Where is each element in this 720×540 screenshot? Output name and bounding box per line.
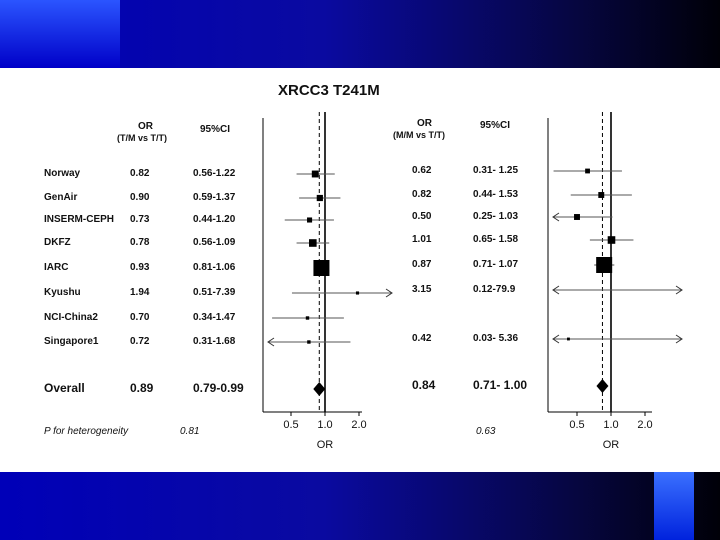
- chart-title: XRCC3 T241M: [278, 82, 380, 99]
- study-or-value: 0.73: [130, 214, 150, 225]
- left-or-header: OR: [138, 121, 153, 132]
- overall-ci-value: 0.79-0.99: [193, 381, 244, 395]
- study-point: [567, 337, 570, 341]
- study-point: [313, 260, 330, 276]
- x-tick-label: 2.0: [637, 419, 652, 431]
- overall-diamond: [313, 382, 326, 396]
- study-name: Kyushu: [44, 287, 81, 298]
- study-ci-value: 0.71- 1.07: [473, 259, 519, 270]
- right-or-subheader: (M/M vs T/T): [393, 130, 445, 140]
- ci-arrow-left: [267, 337, 275, 347]
- study-ci-value: 0.56-1.22: [193, 168, 236, 179]
- x-axis-label: OR: [317, 439, 334, 451]
- study-name: NCI-China2: [44, 312, 98, 323]
- study-name: IARC: [44, 262, 69, 273]
- study-point: [598, 192, 605, 198]
- heterogeneity-right-value: 0.63: [476, 426, 496, 437]
- overall-diamond: [596, 379, 609, 393]
- x-axis-label: OR: [603, 439, 620, 451]
- ci-arrow-left: [552, 285, 560, 295]
- study-or-value: 1.01: [412, 234, 432, 245]
- study-or-value: 0.93: [130, 262, 150, 273]
- study-or-value: 0.90: [130, 192, 150, 203]
- overall-or-value: 0.89: [130, 381, 154, 395]
- overall-ci-value: 0.71- 1.00: [473, 378, 528, 392]
- study-name: GenAir: [44, 192, 78, 203]
- study-ci-value: 0.59-1.37: [193, 192, 236, 203]
- study-ci-value: 0.65- 1.58: [473, 234, 519, 245]
- ci-arrow-right: [675, 334, 683, 344]
- left-or-subheader: (T/M vs T/T): [117, 133, 167, 143]
- left-ci-header: 95%CI: [200, 124, 231, 135]
- study-ci-value: 0.25- 1.03: [473, 211, 519, 222]
- study-or-value: 0.42: [412, 333, 432, 344]
- heterogeneity-left-value: 0.81: [180, 426, 200, 437]
- ci-arrow-left: [552, 334, 560, 344]
- study-point: [574, 214, 580, 220]
- ci-arrow-left: [552, 212, 560, 222]
- study-name: Norway: [44, 168, 81, 179]
- study-point: [355, 291, 360, 295]
- study-name: DKFZ: [44, 237, 71, 248]
- study-point: [309, 239, 317, 247]
- study-ci-value: 0.44-1.20: [193, 214, 236, 225]
- study-ci-value: 0.51-7.39: [193, 287, 236, 298]
- study-or-value: 0.82: [412, 189, 432, 200]
- right-ci-header: 95%CI: [480, 120, 511, 131]
- x-tick-label: 0.5: [283, 419, 298, 431]
- study-name: Singapore1: [44, 336, 99, 347]
- study-point: [596, 257, 613, 273]
- study-point: [316, 194, 323, 202]
- study-or-value: 3.15: [412, 284, 432, 295]
- study-point: [585, 168, 590, 174]
- study-ci-value: 0.31-1.68: [193, 336, 236, 347]
- overall-label: Overall: [44, 381, 85, 395]
- study-or-value: 0.82: [130, 168, 150, 179]
- header-band: [0, 0, 720, 68]
- study-or-value: 0.72: [130, 336, 150, 347]
- study-point: [311, 170, 319, 178]
- x-tick-label: 1.0: [603, 419, 618, 431]
- header-accent: [0, 0, 120, 68]
- study-ci-value: 0.03- 5.36: [473, 333, 519, 344]
- study-point: [305, 316, 310, 320]
- study-or-value: 0.50: [412, 211, 432, 222]
- heterogeneity-label: P for heterogeneity: [44, 426, 129, 437]
- study-point: [307, 217, 313, 223]
- right-or-header: OR: [417, 118, 432, 129]
- study-name: INSERM-CEPH: [44, 214, 115, 225]
- study-or-value: 0.87: [412, 259, 432, 270]
- footer-accent: [654, 472, 694, 540]
- study-ci-value: 0.44- 1.53: [473, 189, 519, 200]
- study-ci-value: 0.12-79.9: [473, 284, 516, 295]
- study-ci-value: 0.56-1.09: [193, 237, 236, 248]
- study-or-value: 0.62: [412, 165, 432, 176]
- ci-arrow-right: [385, 288, 393, 298]
- study-ci-value: 0.81-1.06: [193, 262, 236, 273]
- study-or-value: 0.70: [130, 312, 150, 323]
- study-or-value: 1.94: [130, 287, 150, 298]
- ci-arrow-right: [675, 285, 683, 295]
- study-point: [307, 340, 311, 344]
- study-ci-value: 0.34-1.47: [193, 312, 236, 323]
- footer-band: [0, 472, 720, 540]
- x-tick-label: 1.0: [317, 419, 332, 431]
- x-tick-label: 0.5: [569, 419, 584, 431]
- overall-or-value: 0.84: [412, 378, 436, 392]
- study-ci-value: 0.31- 1.25: [473, 165, 519, 176]
- study-or-value: 0.78: [130, 237, 150, 248]
- x-tick-label: 2.0: [351, 419, 366, 431]
- study-point: [607, 236, 616, 244]
